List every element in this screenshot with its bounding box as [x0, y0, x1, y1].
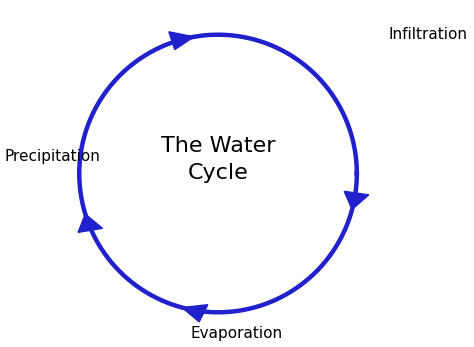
Polygon shape: [78, 214, 102, 232]
Text: The Water
Cycle: The Water Cycle: [161, 136, 275, 183]
Polygon shape: [169, 32, 194, 50]
Polygon shape: [344, 191, 369, 210]
Polygon shape: [182, 305, 208, 322]
Text: Evaporation: Evaporation: [191, 325, 283, 341]
Text: Infiltration: Infiltration: [389, 27, 468, 42]
Text: Precipitation: Precipitation: [5, 149, 100, 164]
